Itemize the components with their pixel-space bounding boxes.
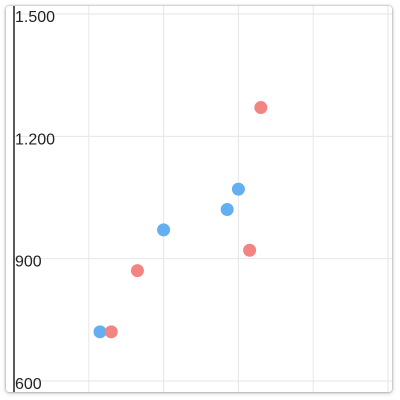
scatter-chart: 600 900 1.200 1.500 [13,6,392,392]
grid [14,6,392,392]
data-point-s0-3 [231,182,245,196]
y-tick-label: 1.200 [15,131,55,148]
data-point-s0-0 [93,325,107,339]
chart-frame: 600 900 1.200 1.500 [6,6,392,392]
y-tick-label: 600 [15,376,42,392]
y-tick-label: 900 [15,254,42,271]
data-point-s1-3 [254,101,268,115]
data-points [93,101,268,339]
data-point-s1-1 [130,264,144,278]
y-tick-labels: 600 900 1.200 1.500 [15,9,55,392]
y-tick-label: 1.500 [15,9,55,26]
data-point-s0-2 [220,203,234,216]
data-point-s1-0 [104,325,118,339]
data-point-s0-1 [157,223,171,237]
data-point-s1-2 [243,243,257,257]
